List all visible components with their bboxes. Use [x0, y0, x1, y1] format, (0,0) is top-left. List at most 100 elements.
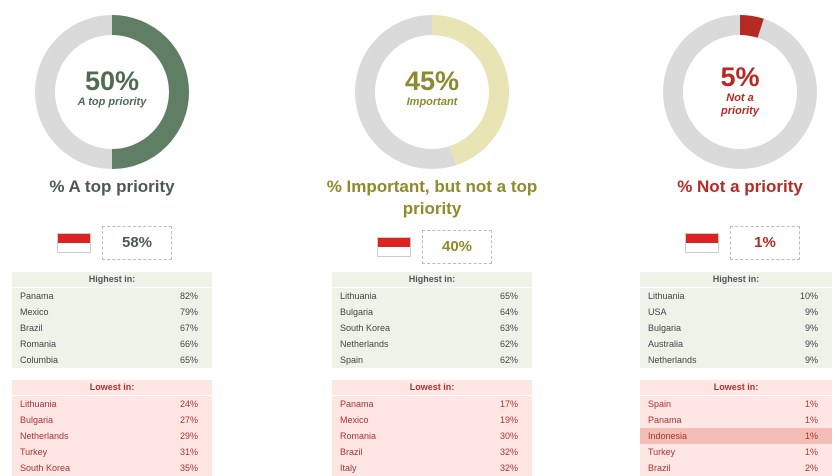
table-header: Lowest in: — [640, 380, 832, 396]
country: Netherlands — [648, 355, 697, 365]
percent: 9% — [804, 339, 818, 349]
country: Spain — [340, 355, 364, 365]
center-value: 50% — [84, 66, 140, 96]
country: South Korea — [340, 323, 391, 333]
percent: 82% — [179, 291, 198, 301]
center-value: 45% — [404, 66, 460, 96]
percent: 79% — [179, 307, 198, 317]
percent: 63% — [499, 323, 518, 333]
center-value: 5% — [720, 62, 760, 92]
country: Turkey — [20, 447, 48, 457]
donut-center: 50% A top priority — [72, 66, 152, 109]
table-row: Bulgaria 9% — [640, 320, 832, 336]
donut-center: 45% Important — [392, 66, 472, 109]
table-row: Turkey 1% — [640, 444, 832, 460]
donut-center: 5% Not a priority — [700, 62, 780, 118]
country: Brazil — [20, 323, 43, 333]
country: Bulgaria — [648, 323, 682, 333]
highest-table: Highest in: Lithuania 10% USA 9% Bulgaria 9% Au… — [640, 272, 832, 368]
lowest-table: Lowest in: Spain 1% Panama 1% Indonesia 1% Turk… — [640, 380, 832, 476]
panel: 45% Important % Important, but not a top p… — [327, 0, 537, 476]
donut — [663, 15, 817, 169]
country: Netherlands — [340, 339, 389, 349]
donut-arc — [111, 15, 189, 169]
table-row: Mexico 19% — [332, 412, 532, 428]
country: Indonesia — [648, 431, 688, 441]
table-row: Spain 1% — [640, 396, 832, 412]
table-header: Highest in: — [640, 272, 832, 288]
table-row: Netherlands 62% — [332, 336, 532, 352]
country: Lithuania — [20, 399, 57, 409]
center-label: A top priority — [77, 96, 147, 108]
lowest-table: Lowest in: Lithuania 24% Bulgaria 27% Netherl… — [12, 380, 212, 476]
percent: 24% — [179, 399, 198, 409]
country: Columbia — [20, 355, 59, 365]
country: Brazil — [340, 447, 363, 457]
country: Spain — [648, 399, 672, 409]
flag-value: 1% — [730, 226, 800, 260]
country: Lithuania — [648, 291, 685, 301]
percent: 67% — [179, 323, 198, 333]
table-row: USA 9% — [640, 304, 832, 320]
country: Italy — [340, 463, 357, 473]
table-header: Highest in: — [332, 272, 532, 288]
table-row: Lithuania 10% — [640, 288, 832, 304]
country: Brazil — [648, 463, 671, 473]
percent: 62% — [499, 339, 518, 349]
highest-table: Highest in: Lithuania 65% Bulgaria 64% South … — [332, 272, 532, 368]
percent: 19% — [499, 415, 518, 425]
country: Australia — [648, 339, 684, 349]
table-row: Lithuania 65% — [332, 288, 532, 304]
percent: 66% — [179, 339, 198, 349]
percent: 10% — [799, 291, 818, 301]
table-row: Panama 17% — [332, 396, 532, 412]
country: Panama — [20, 291, 54, 301]
lowest-table: Lowest in: Panama 17% Mexico 19% Romania 30% Br… — [332, 380, 532, 476]
country: South Korea — [20, 463, 71, 473]
country: Mexico — [20, 307, 49, 317]
percent: 64% — [499, 307, 518, 317]
panel-title: % Not a priority — [677, 177, 803, 196]
table-row: Brazil 2% — [640, 460, 832, 476]
table-row: Indonesia 1% — [640, 428, 832, 444]
table-row: Mexico 79% — [12, 304, 212, 320]
flag-value: 40% — [422, 230, 492, 264]
donut — [35, 15, 189, 169]
table-row: Spain 62% — [332, 352, 532, 368]
donut-arc — [739, 15, 764, 38]
country: Lithuania — [340, 291, 377, 301]
percent: 9% — [804, 323, 818, 333]
country: Romania — [20, 339, 57, 349]
table-row: Australia 9% — [640, 336, 832, 352]
table-row: Romania 66% — [12, 336, 212, 352]
percent: 35% — [179, 463, 198, 473]
percent: 62% — [499, 355, 518, 365]
table-header: Lowest in: — [12, 380, 212, 396]
table-row: Netherlands 9% — [640, 352, 832, 368]
percent: 32% — [499, 463, 518, 473]
percent: 1% — [804, 431, 818, 441]
table-row: Brazil 67% — [12, 320, 212, 336]
percent: 29% — [179, 431, 198, 441]
percent: 30% — [499, 431, 518, 441]
percent: 9% — [804, 307, 818, 317]
country: Netherlands — [20, 431, 69, 441]
percent: 1% — [804, 415, 818, 425]
percent: 1% — [804, 447, 818, 457]
table-row: Romania 30% — [332, 428, 532, 444]
table-row: Lithuania 24% — [12, 396, 212, 412]
table-header: Highest in: — [12, 272, 212, 288]
flag-icon — [377, 237, 411, 257]
donut-arc — [431, 15, 509, 166]
percent: 31% — [179, 447, 198, 457]
table-row: Bulgaria 27% — [12, 412, 212, 428]
table-row: Brazil 32% — [332, 444, 532, 460]
table-row: Turkey 31% — [12, 444, 212, 460]
country: Romania — [340, 431, 377, 441]
country: Mexico — [340, 415, 369, 425]
percent: 17% — [499, 399, 518, 409]
percent: 27% — [179, 415, 198, 425]
flag-icon — [685, 233, 719, 253]
table-header: Lowest in: — [332, 380, 532, 396]
